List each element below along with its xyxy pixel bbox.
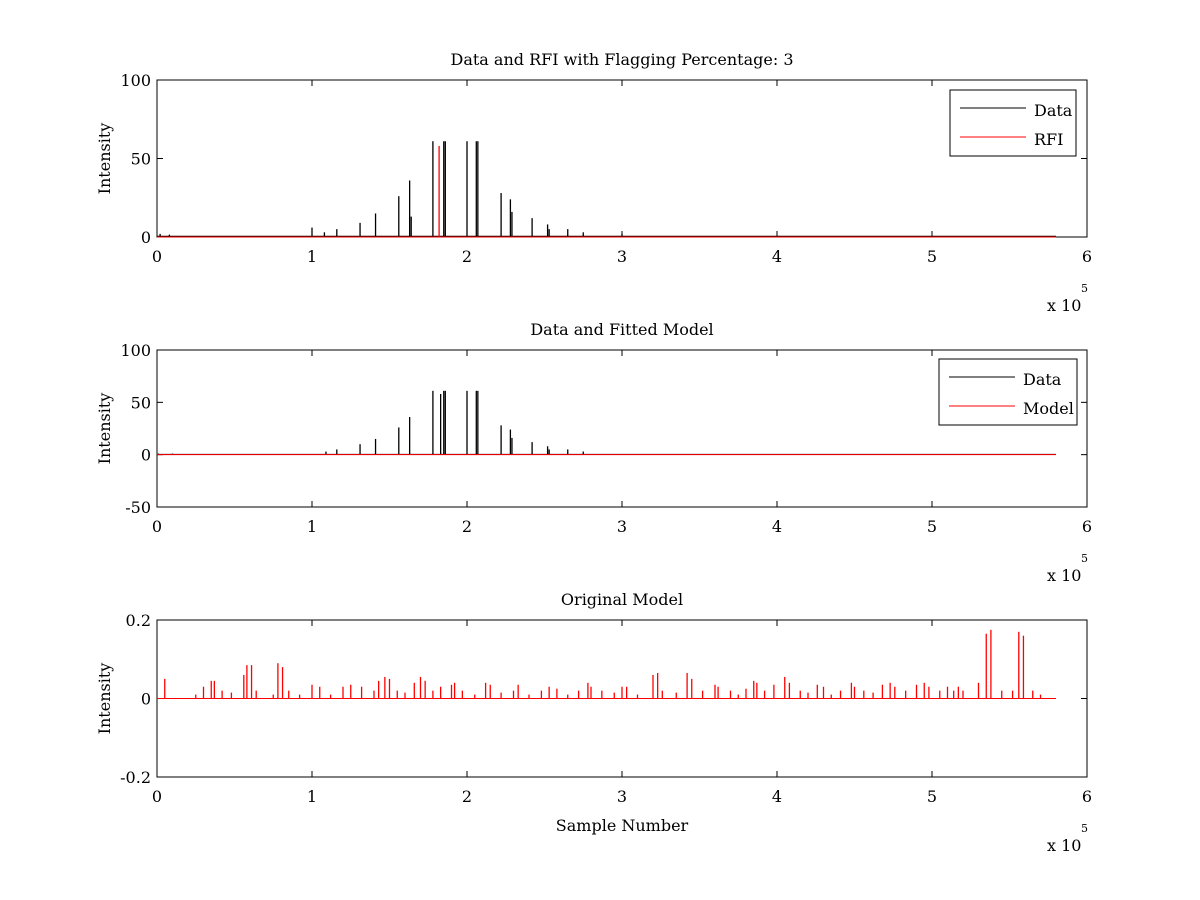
x-tick-label: 0 [152,247,162,266]
x-axis-label: Sample Number [556,816,689,835]
x-multiplier-exponent: 5 [1081,552,1088,565]
x-tick-label: 4 [772,247,782,266]
y-tick-label: 100 [120,341,151,360]
x-tick-label: 0 [152,517,162,536]
x-tick-label: 1 [307,517,317,536]
chart-panel-1: Data and RFI with Flagging Percentage: 3… [95,50,1092,315]
x-tick-label: 6 [1082,787,1092,806]
x-tick-label: 6 [1082,517,1092,536]
x-tick-label: 5 [927,787,937,806]
x-tick-label: 3 [617,787,627,806]
chart-title: Original Model [561,590,683,609]
y-tick-label: 0 [141,446,151,465]
x-tick-label: 5 [927,247,937,266]
y-tick-label: 50 [131,393,151,412]
legend: Data RFI [949,89,1077,157]
y-axis-label: Intensity [95,393,114,465]
x-multiplier-base: x 10 [1047,296,1081,315]
y-tick-label: 50 [131,150,151,169]
y-tick-label: 100 [120,71,151,90]
x-tick-label: 4 [772,517,782,536]
legend: Data Model [938,358,1078,426]
legend-label: Data [1034,101,1073,120]
chart-title: Data and Fitted Model [530,320,713,339]
axes-box [156,349,1088,508]
x-tick-label: 0 [152,787,162,806]
x-multiplier-base: x 10 [1047,566,1081,585]
legend-box [938,358,1078,426]
x-multiplier-exponent: 5 [1081,822,1088,835]
x-tick-label: 3 [617,517,627,536]
y-tick-label: -0.2 [120,768,151,787]
legend-label: Data [1023,370,1062,389]
legend-label: Model [1023,399,1074,418]
chart-title: Data and RFI with Flagging Percentage: 3 [450,50,793,69]
legend-box [949,89,1077,157]
x-tick-label: 1 [307,247,317,266]
legend-label: RFI [1034,130,1063,149]
series-rfi [157,145,1056,238]
y-tick-label: -50 [125,498,151,517]
y-tick-label: 0.2 [126,611,151,630]
x-tick-label: 6 [1082,247,1092,266]
y-tick-label: 0 [141,690,151,709]
x-tick-label: 5 [927,517,937,536]
x-tick-label: 4 [772,787,782,806]
axes-box [156,79,1088,238]
y-tick-label: 0 [141,228,151,247]
y-axis-label: Intensity [95,663,114,735]
x-multiplier-exponent: 5 [1081,282,1088,295]
x-tick-label: 1 [307,787,317,806]
x-tick-label: 2 [462,517,472,536]
y-axis-label: Intensity [95,123,114,195]
x-tick-label: 2 [462,787,472,806]
series-model [157,629,1056,699]
series-data [157,141,1056,237]
x-tick-label: 2 [462,247,472,266]
x-multiplier-base: x 10 [1047,836,1081,855]
x-tick-label: 3 [617,247,627,266]
